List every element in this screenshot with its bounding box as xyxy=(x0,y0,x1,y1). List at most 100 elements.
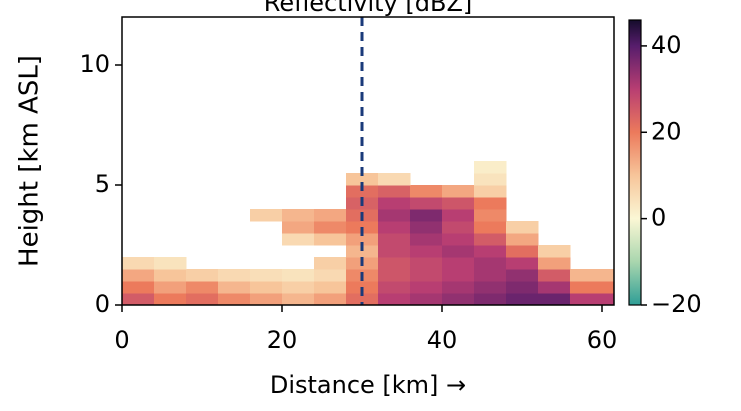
cell xyxy=(378,281,411,294)
colorbar-tick-label: 20 xyxy=(651,117,682,145)
cell xyxy=(570,281,615,294)
x-tick-label: 40 xyxy=(427,326,458,354)
y-tick-label: 0 xyxy=(95,290,110,318)
cell xyxy=(378,257,411,270)
cell xyxy=(442,209,475,222)
cell xyxy=(474,185,507,198)
cell xyxy=(410,281,443,294)
colorbar xyxy=(628,19,642,306)
cell xyxy=(378,209,411,222)
cell xyxy=(218,293,251,306)
cell xyxy=(378,293,411,306)
cell xyxy=(314,269,347,282)
cell xyxy=(506,221,539,234)
x-tick-label: 60 xyxy=(587,326,618,354)
plot-frame xyxy=(121,16,615,306)
cell xyxy=(314,281,347,294)
cell xyxy=(378,221,411,234)
cell xyxy=(314,209,347,222)
cell xyxy=(154,269,187,282)
cell xyxy=(314,221,347,234)
cell xyxy=(538,257,571,270)
cell xyxy=(474,269,507,282)
cell xyxy=(410,209,443,222)
cell xyxy=(378,173,411,186)
colorbar-tick-label: 40 xyxy=(651,31,682,59)
cell xyxy=(378,245,411,258)
cell xyxy=(154,257,187,270)
cell xyxy=(474,257,507,270)
cell xyxy=(570,269,615,282)
cell xyxy=(506,233,539,246)
cell xyxy=(442,233,475,246)
cell xyxy=(282,281,315,294)
cell xyxy=(314,233,347,246)
cell xyxy=(122,281,155,294)
cell xyxy=(122,257,155,270)
x-tick-label: 0 xyxy=(114,326,129,354)
cell xyxy=(474,245,507,258)
cell xyxy=(410,233,443,246)
cell xyxy=(346,245,379,258)
cell xyxy=(474,161,507,174)
cell xyxy=(250,281,283,294)
cell xyxy=(442,197,475,210)
cell xyxy=(442,257,475,270)
cell xyxy=(474,293,507,306)
cell xyxy=(538,281,571,294)
cell xyxy=(218,281,251,294)
chart-title: Reflectivity [dBZ] xyxy=(264,0,473,17)
cell xyxy=(122,269,155,282)
cell xyxy=(474,221,507,234)
cell xyxy=(378,197,411,210)
cell xyxy=(506,245,539,258)
cell xyxy=(442,293,475,306)
cell xyxy=(346,293,379,306)
cell xyxy=(474,197,507,210)
cell xyxy=(218,269,251,282)
y-axis-label: Height [km ASL] xyxy=(15,55,45,267)
cell xyxy=(346,233,379,246)
colorbar-tick-label: 0 xyxy=(651,204,666,232)
cell xyxy=(410,293,443,306)
cell xyxy=(474,281,507,294)
cell xyxy=(250,293,283,306)
cell xyxy=(314,257,347,270)
cell xyxy=(442,245,475,258)
cell xyxy=(570,293,615,306)
cell xyxy=(538,269,571,282)
cell xyxy=(410,221,443,234)
cell xyxy=(474,233,507,246)
cell xyxy=(442,185,475,198)
cell xyxy=(250,209,283,222)
cell xyxy=(538,245,571,258)
cell xyxy=(474,209,507,222)
cell xyxy=(378,233,411,246)
cell xyxy=(282,221,315,234)
cell xyxy=(410,269,443,282)
y-tick-label: 10 xyxy=(79,50,110,78)
cell xyxy=(410,245,443,258)
cell xyxy=(506,293,539,306)
cell xyxy=(282,293,315,306)
cell xyxy=(282,233,315,246)
cell xyxy=(154,293,187,306)
cell xyxy=(506,257,539,270)
cell xyxy=(346,173,379,186)
cell xyxy=(506,281,539,294)
cell xyxy=(410,257,443,270)
cell xyxy=(410,197,443,210)
cell xyxy=(506,269,539,282)
cell xyxy=(186,281,219,294)
cell xyxy=(282,209,315,222)
cell xyxy=(186,293,219,306)
cell xyxy=(410,185,443,198)
cell xyxy=(154,281,187,294)
x-axis-label: Distance [km] → xyxy=(270,371,466,399)
cell xyxy=(250,269,283,282)
cell xyxy=(314,293,347,306)
cell xyxy=(442,281,475,294)
cell xyxy=(442,269,475,282)
cell xyxy=(282,269,315,282)
